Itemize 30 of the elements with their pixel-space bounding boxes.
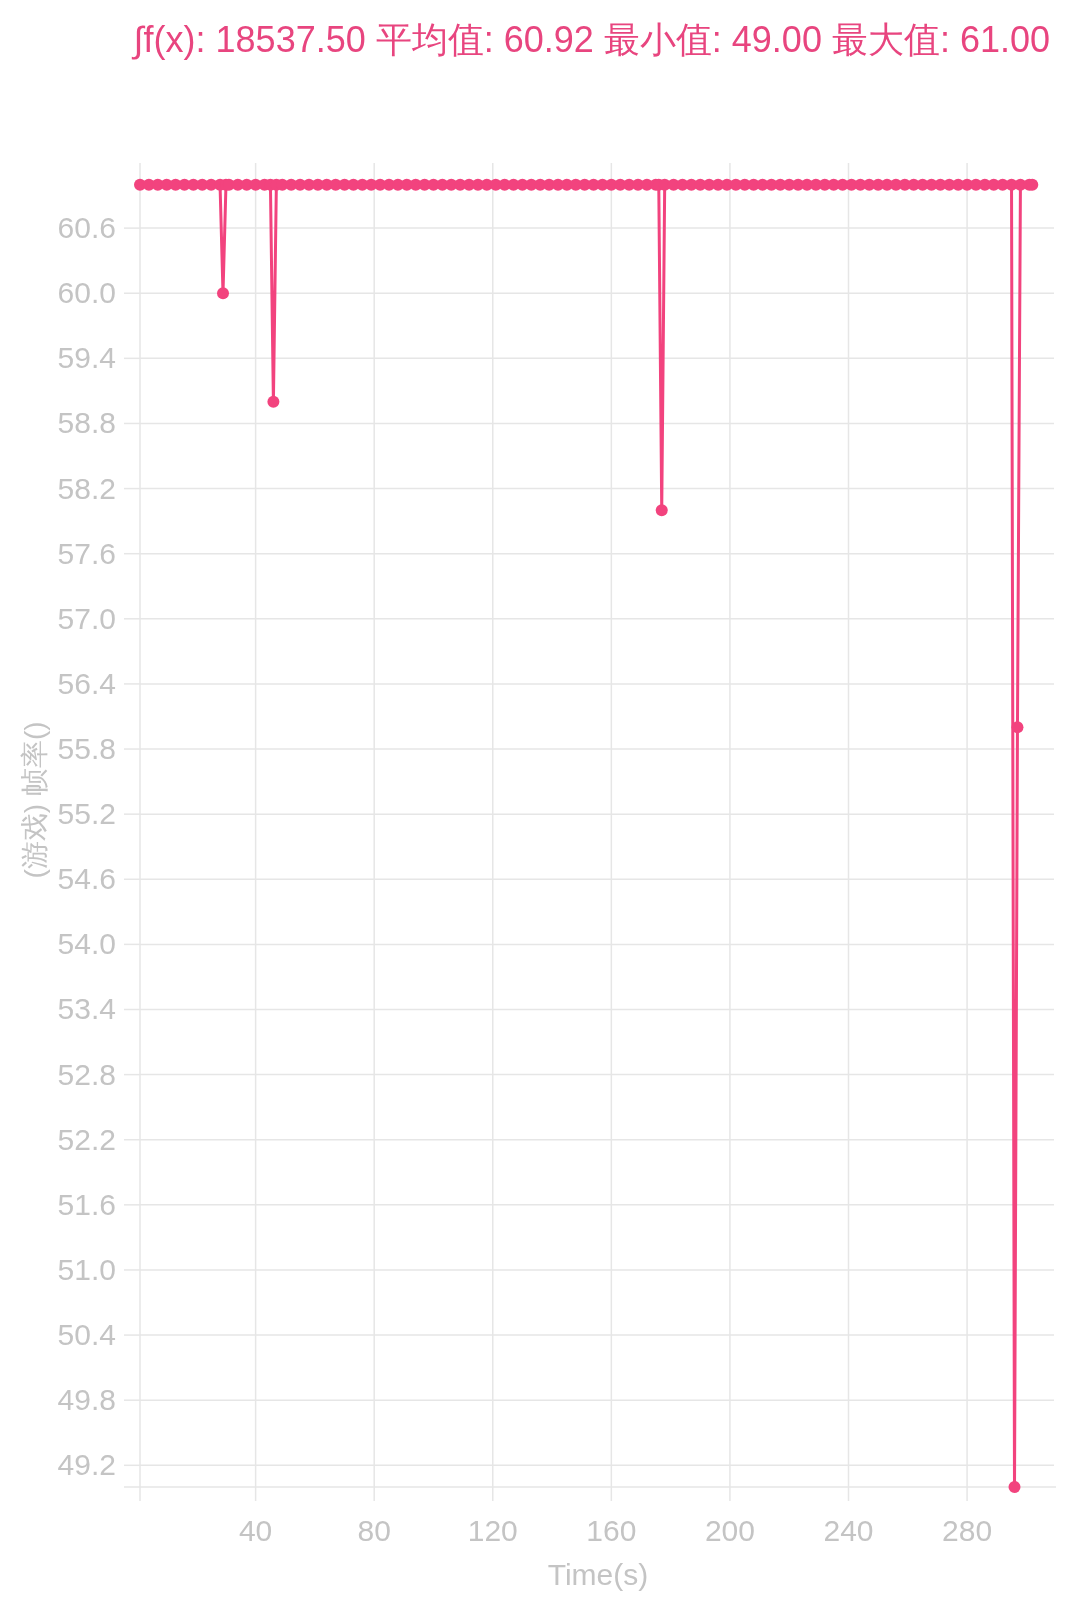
y-tick-label: 58.2 — [57, 471, 116, 505]
x-tick-label: 240 — [823, 1514, 874, 1547]
y-tick-label: 55.8 — [57, 732, 116, 766]
y-tick-label: 57.0 — [57, 601, 116, 635]
y-tick-label: 52.8 — [57, 1057, 116, 1091]
y-tick-label: 60.6 — [57, 211, 116, 245]
y-tick-label: 54.6 — [57, 862, 116, 896]
x-tick-label: 160 — [586, 1514, 637, 1547]
y-tick-label: 54.0 — [57, 927, 116, 961]
y-tick-label: 55.2 — [57, 797, 116, 831]
y-axis-title: (游戏) 帧率() — [19, 721, 50, 879]
y-tick-label: 58.8 — [57, 406, 116, 440]
y-tick-label: 57.6 — [57, 536, 116, 570]
y-tick-label: 50.4 — [57, 1318, 116, 1352]
x-tick-label: 80 — [357, 1514, 391, 1547]
y-tick-label: 60.0 — [57, 276, 116, 310]
x-tick-label: 40 — [238, 1514, 273, 1547]
y-tick-label: 59.4 — [57, 341, 116, 375]
y-tick-label: 56.4 — [57, 666, 116, 700]
y-tick-label: 52.2 — [57, 1122, 116, 1156]
y-tick-label: 51.6 — [57, 1187, 116, 1221]
x-tick-label: 120 — [467, 1514, 518, 1547]
x-tick-label: 280 — [942, 1514, 993, 1547]
y-tick-label: 51.0 — [57, 1252, 116, 1286]
y-tick-label: 49.8 — [57, 1383, 116, 1417]
chart-title: ∫f(x): 18537.50 平均值: 60.92 最小值: 49.00 最大值: 61.00 — [131, 19, 1050, 60]
x-axis-title: Time(s) — [547, 1558, 649, 1591]
x-tick-label: 200 — [704, 1514, 755, 1547]
y-tick-label: 49.2 — [57, 1448, 116, 1482]
y-tick-label: 53.4 — [57, 992, 116, 1026]
